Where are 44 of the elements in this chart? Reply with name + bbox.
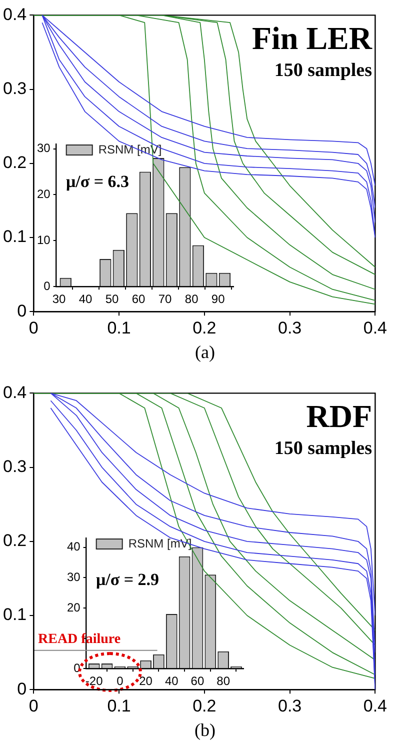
x-tick-label: 80 xyxy=(184,292,199,306)
y-tick-label: 0.1 xyxy=(2,227,27,246)
y-tick-label: 0 xyxy=(44,278,51,293)
x-tick-label: 0 xyxy=(116,674,124,688)
y-tick-label: 10 xyxy=(36,232,51,247)
y-tick-label: 20 xyxy=(36,187,51,202)
x-tick-label: 80 xyxy=(216,674,230,688)
y-tick-label: 0.4 xyxy=(2,4,27,24)
text: (a) xyxy=(194,342,216,363)
annotation: μ/σ = 6.3 xyxy=(66,172,130,192)
y-tick-label: 0.4 xyxy=(2,382,27,402)
x-tick-label: 30 xyxy=(52,292,66,306)
text: 150 samples xyxy=(274,60,372,82)
chart-title: RDF xyxy=(306,398,372,435)
y-tick-label: 30 xyxy=(36,141,51,156)
x-tick-label: 20 xyxy=(139,674,153,688)
x-tick-label: 0.4 xyxy=(363,696,388,716)
y-tick-label: 30 xyxy=(66,570,81,584)
x-tick-label: 70 xyxy=(158,292,172,306)
x-tick-label: 0.3 xyxy=(278,318,302,338)
x-tick-label: -20 xyxy=(85,674,104,688)
x-tick-label: 60 xyxy=(190,674,204,688)
x-tick-label: 0.3 xyxy=(278,696,302,716)
y-tick-label: 40 xyxy=(66,540,81,554)
y-tick-label: 0.2 xyxy=(2,531,27,550)
x-tick-label: 40 xyxy=(164,674,179,688)
x-tick-label: 0.2 xyxy=(192,318,216,338)
x-tick-label: 0.4 xyxy=(363,318,388,338)
text: 150 samples xyxy=(274,438,372,460)
y-tick-label: 20 xyxy=(66,600,81,614)
x-tick-label: 0.2 xyxy=(192,696,216,716)
x-tick-label: 0.1 xyxy=(107,696,131,716)
y-tick-label: 0.2 xyxy=(2,153,27,172)
x-tick-label: 90 xyxy=(211,292,226,306)
x-tick-label: 60 xyxy=(132,292,146,306)
chart-title: Fin LER xyxy=(252,20,372,57)
y-tick-label: 0.3 xyxy=(2,78,27,98)
x-tick-label: 40 xyxy=(78,292,93,306)
x-tick-label: 50 xyxy=(105,292,120,306)
annotation: μ/σ = 2.9 xyxy=(96,570,160,590)
y-tick-label: 0.1 xyxy=(2,605,27,624)
x-tick-label: 0.1 xyxy=(107,318,131,338)
text: (b) xyxy=(194,720,216,741)
y-tick-label: 0.3 xyxy=(2,456,27,476)
